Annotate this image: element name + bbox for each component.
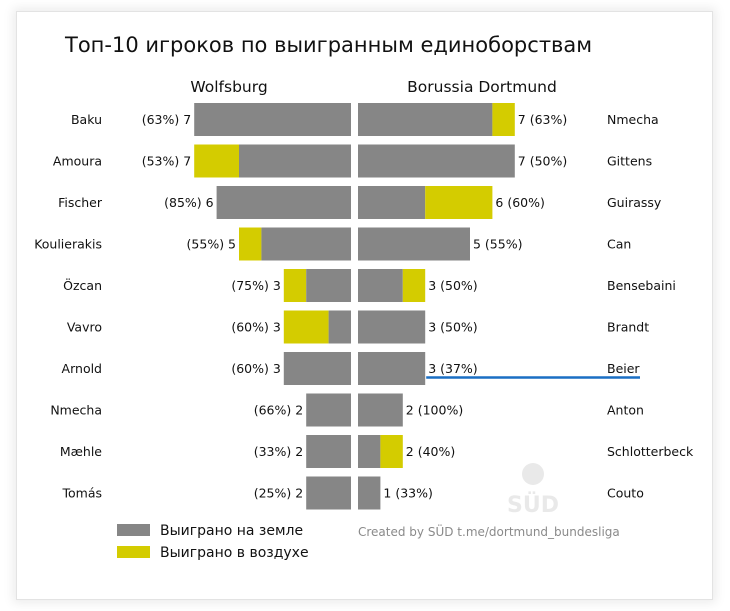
legend-label-ground: Выиграно на земле: [160, 523, 303, 539]
bar-ground-right-2: [358, 186, 426, 219]
bar-ground-left-4: [306, 269, 351, 302]
player-name-left-8: Mæhle: [60, 444, 102, 459]
player-name-left-0: Baku: [71, 112, 102, 127]
bar-ground-left-3: [261, 227, 351, 261]
value-label-right-0: 7 (63%): [518, 112, 567, 127]
bar-air-right-0: [492, 103, 515, 136]
chart-frame: Топ-10 игроков по выигранным единоборств…: [17, 12, 712, 599]
player-name-left-4: Özcan: [63, 277, 102, 293]
player-name-right-5: Brandt: [607, 320, 649, 335]
bar-ground-right-3: [358, 227, 470, 261]
bar-ground-left-7: [306, 393, 351, 427]
watermark-text: SÜD: [507, 492, 559, 518]
value-label-left-6: (60%) 3: [231, 361, 280, 376]
player-name-right-2: Guirassy: [607, 195, 662, 210]
value-label-left-1: (53%) 7: [142, 154, 191, 169]
player-name-left-2: Fischer: [58, 195, 103, 210]
bar-ground-right-7: [358, 393, 403, 427]
bar-ground-right-4: [358, 269, 403, 302]
player-name-left-5: Vavro: [67, 320, 102, 335]
value-label-right-8: 2 (40%): [406, 444, 455, 459]
bar-ground-right-1: [358, 144, 515, 178]
value-label-left-4: (75%) 3: [231, 278, 280, 293]
bar-ground-left-8: [306, 435, 351, 468]
value-label-left-7: (66%) 2: [254, 403, 303, 418]
value-label-left-2: (85%) 6: [164, 195, 214, 210]
bar-ground-right-9: [358, 476, 381, 510]
value-label-left-8: (33%) 2: [254, 444, 303, 459]
player-name-right-3: Can: [607, 237, 631, 252]
player-name-left-3: Koulierakis: [34, 237, 102, 252]
bar-ground-left-1: [239, 144, 351, 178]
watermark-emblem-icon: [522, 463, 544, 485]
bar-ground-right-0: [358, 103, 493, 136]
player-name-left-1: Amoura: [53, 154, 102, 169]
bar-air-right-4: [402, 269, 426, 302]
bar-air-left-3: [239, 227, 262, 261]
value-label-right-1: 7 (50%): [518, 154, 567, 169]
legend-label-air: Выиграно в воздухе: [160, 545, 309, 561]
player-name-right-6: Beier: [607, 361, 640, 376]
value-label-left-9: (25%) 2: [254, 486, 303, 501]
credit-text: Created by SÜD t.me/dortmund_bundesliga: [358, 523, 620, 539]
bar-ground-right-8: [358, 435, 381, 468]
value-label-left-3: (55%) 5: [187, 237, 236, 252]
bar-ground-left-2: [216, 186, 351, 219]
bar-ground-left-6: [283, 352, 351, 385]
bar-air-left-5: [283, 310, 329, 344]
player-name-right-8: Schlotterbeck: [607, 444, 694, 459]
chart-legend: Выиграно на земле Выиграно в воздухе: [117, 523, 309, 561]
player-name-left-7: Nmecha: [50, 403, 102, 418]
chart-title: Топ-10 игроков по выигранным единоборств…: [64, 33, 592, 57]
player-name-right-9: Couto: [607, 486, 644, 501]
bar-air-right-8: [380, 435, 403, 468]
chart-bars: Wolfsburg Borussia Dortmund (63%) 7 Baku (53…: [34, 78, 694, 510]
value-label-right-7: 2 (100%): [406, 403, 463, 418]
team-header-right: Borussia Dortmund: [407, 78, 557, 96]
bar-air-left-4: [283, 269, 307, 302]
bar-ground-left-0: [194, 103, 351, 136]
chart-svg: Топ-10 игроков по выигранным единоборств…: [34, 33, 694, 561]
player-name-right-1: Gittens: [607, 154, 652, 169]
team-header-left: Wolfsburg: [190, 78, 267, 96]
player-name-right-0: Nmecha: [607, 112, 659, 127]
value-label-right-2: 6 (60%): [495, 195, 544, 210]
value-label-right-3: 5 (55%): [473, 237, 522, 252]
bar-air-left-1: [194, 144, 239, 178]
legend-swatch-ground: [117, 524, 150, 536]
legend-swatch-air: [117, 546, 150, 558]
player-name-right-7: Anton: [607, 403, 644, 418]
value-label-right-6: 3 (37%): [428, 361, 477, 376]
bar-ground-left-9: [306, 476, 351, 510]
sud-watermark-logo: SÜD: [507, 463, 559, 518]
bar-ground-right-5: [358, 310, 426, 344]
value-label-left-5: (60%) 3: [231, 320, 280, 335]
bar-air-right-2: [425, 186, 493, 219]
value-label-right-9: 1 (33%): [383, 486, 432, 501]
player-name-left-9: Tomás: [61, 486, 102, 501]
bar-ground-left-5: [328, 310, 351, 344]
value-label-right-5: 3 (50%): [428, 320, 477, 335]
bar-ground-right-6: [358, 352, 426, 385]
player-name-right-4: Bensebaini: [607, 278, 676, 293]
value-label-left-0: (63%) 7: [142, 112, 191, 127]
value-label-right-4: 3 (50%): [428, 278, 477, 293]
player-name-left-6: Arnold: [62, 361, 102, 376]
